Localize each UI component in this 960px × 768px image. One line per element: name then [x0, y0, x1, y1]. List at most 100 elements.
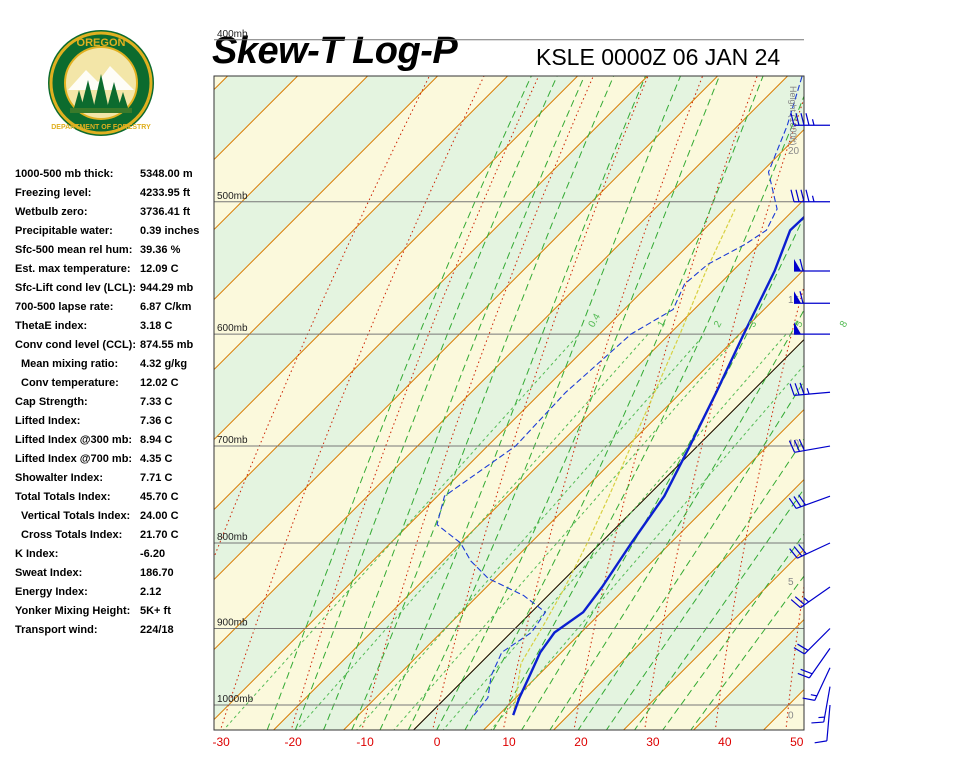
height-axis-title: Height (1000ft)	[788, 86, 798, 146]
parameter-row: Conv temperature: 12.02 C	[15, 377, 215, 396]
parameter-value: 5K+ ft	[140, 605, 171, 617]
mixing-ratio-line	[295, 333, 649, 730]
parameter-label: 1000-500 mb thick:	[15, 168, 114, 180]
oregon-department-of-forestry-logo: OREGON DEPARTMENT OF FORESTRY	[48, 30, 154, 136]
isotherm-line	[623, 548, 804, 730]
parameter-row: 700-500 lapse rate: 6.87 C/km	[15, 301, 215, 320]
temperature-tick-label: 0	[434, 735, 441, 749]
wind-barb-flag	[789, 548, 798, 559]
wind-barb-flag	[788, 497, 797, 509]
parameter-row: Lifted Index: 7.36 C	[15, 415, 215, 434]
mixing-ratio-label: 1	[656, 319, 669, 330]
parameter-label: Conv temperature:	[21, 377, 119, 389]
parameter-label: Est. max temperature:	[15, 263, 131, 275]
station-time-label: KSLE 0000Z 06 JAN 24	[536, 44, 781, 70]
wind-barb-flag	[790, 599, 801, 609]
isotherm-line	[214, 76, 438, 301]
mixing-ratio-line	[222, 333, 580, 730]
isotherm-line	[214, 76, 508, 371]
temperature-band	[834, 76, 960, 730]
parameter-label: Energy Index:	[15, 586, 88, 598]
temperature-tick-label: -10	[356, 735, 374, 749]
wind-barb-flag	[794, 383, 800, 396]
wind-barb-staff	[800, 586, 831, 609]
height-tick-label: 20	[788, 146, 800, 157]
parameter-value: 24.00 C	[140, 510, 179, 522]
parameter-row: Wetbulb zero: 3736.41 ft	[15, 206, 215, 225]
mixing-ratio-label: 5	[793, 319, 806, 330]
parameter-label: Freezing level:	[15, 187, 92, 199]
moist-adiabat	[605, 438, 804, 730]
parameter-row: Sfc-500 mean rel hum: 39.36 %	[15, 244, 215, 263]
parameter-value: 45.70 C	[140, 491, 179, 503]
parameter-row: Sweat Index: 186.70	[15, 567, 215, 586]
moist-adiabat	[492, 94, 804, 730]
isotherm-line	[553, 478, 804, 730]
logo-top-text: OREGON	[77, 37, 126, 49]
parameter-label: Showalter Index:	[15, 472, 104, 484]
wind-barb-staff	[797, 542, 831, 559]
chart-title: Skew-T Log-P	[212, 30, 458, 72]
wind-barb	[789, 542, 831, 559]
isotherm-line	[693, 618, 804, 730]
plot-frame	[213, 75, 805, 731]
moist-adiabat	[294, 76, 558, 730]
wind-barb	[794, 291, 830, 304]
parameter-value: 12.09 C	[140, 263, 179, 275]
wind-barb-flag	[794, 596, 805, 606]
wind-barb-flag	[799, 382, 805, 395]
isotherm-line	[214, 76, 648, 511]
parameter-label: Yonker Mixing Height:	[15, 605, 131, 617]
parameter-row: Lifted Index @700 mb: 4.35 C	[15, 453, 215, 472]
wind-barb-flag	[799, 291, 804, 304]
parameter-row: Showalter Index: 7.71 C	[15, 472, 215, 491]
wind-barb	[793, 628, 831, 655]
sounding-parameters-list: 1000-500 mb thick: 5348.00 m Freezing leve…	[15, 168, 215, 643]
parameter-label: K Index:	[15, 548, 59, 560]
wind-barb-flag	[798, 439, 805, 451]
parameter-row: Total Totals Index: 45.70 C	[15, 491, 215, 510]
parameter-label: Conv cond level (CCL):	[15, 339, 137, 351]
dry-adiabat	[573, 76, 758, 730]
wind-barb-flag	[805, 189, 810, 202]
parameter-value: 4.32 g/kg	[140, 358, 188, 370]
wind-barb-half-flag	[811, 195, 815, 202]
wind-barb-staff	[823, 686, 831, 723]
wind-barb	[794, 258, 830, 272]
temperature-tick-label: 40	[718, 735, 732, 749]
parameter-value: 4.35 C	[140, 453, 173, 465]
parameter-label: ThetaE index:	[15, 320, 88, 332]
parameter-value: -6.20	[140, 548, 166, 560]
wind-barb-flag	[795, 189, 800, 202]
parameter-value: 2.12	[140, 586, 162, 598]
temperature-band	[214, 129, 804, 730]
wind-barb-staff	[808, 648, 831, 679]
parameter-row: Vertical Totals Index: 24.00 C	[15, 510, 215, 529]
parameter-value: 0.39 inches	[140, 225, 200, 237]
mixing-ratio-line	[490, 364, 804, 730]
mixing-ratio-label: 2	[712, 319, 725, 330]
wind-barb-flag	[802, 697, 815, 701]
height-tick-label: 10	[788, 439, 800, 450]
wind-barb-staff	[804, 628, 831, 655]
wind-barb-flag	[799, 258, 804, 272]
freezing-isotherm	[413, 338, 804, 730]
wind-barb-pennant	[794, 322, 801, 335]
moist-adiabat	[464, 76, 764, 730]
parameter-row: Transport wind: 224/18	[15, 624, 215, 643]
parameter-label: Lifted Index @300 mb:	[15, 434, 133, 446]
isotherm-line	[343, 268, 804, 730]
wind-barb-flag	[798, 494, 807, 506]
parameter-row: Cross Totals Index: 21.70 C	[15, 529, 215, 548]
pressure-label: 1000mb	[217, 694, 254, 705]
wind-barb-half-flag	[810, 694, 818, 697]
temperature-tick-label: 30	[646, 735, 660, 749]
isotherm-line	[483, 408, 804, 730]
moist-adiabat	[351, 76, 615, 730]
parameter-row: Conv cond level (CCL): 874.55 mb	[15, 339, 215, 358]
parameter-label: Sfc-500 mean rel hum:	[15, 244, 133, 256]
wind-barb-half-flag	[811, 119, 815, 126]
wind-barb-staff	[794, 445, 831, 453]
mixing-ratio-label: 8	[838, 319, 851, 330]
wind-barb	[802, 667, 831, 701]
